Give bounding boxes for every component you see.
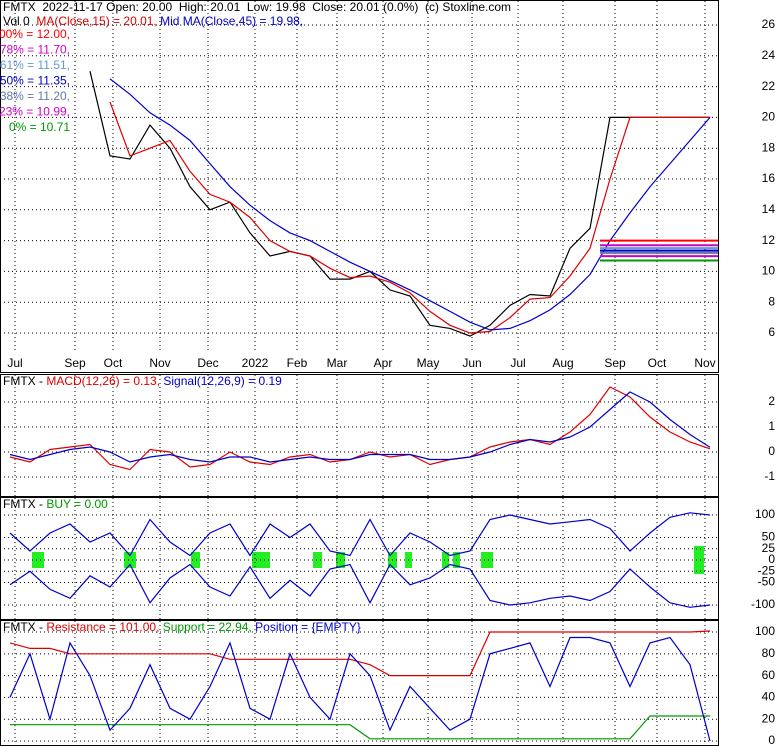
- y-tick-label: 0: [768, 552, 775, 566]
- header-part: Resistance = 101.00,: [46, 620, 159, 634]
- series-line: [9, 636, 711, 742]
- header-part: BUY = 0.00: [46, 497, 108, 511]
- x-tick-label: Jun: [462, 356, 481, 370]
- panel-frame: [0, 374, 719, 497]
- series-line: [109, 101, 710, 334]
- panel-header: FMTX - BUY = 0.00: [3, 497, 108, 511]
- header-part: Vol 0: [3, 14, 36, 28]
- x-tick-label: Sep: [604, 356, 626, 370]
- y-tick-label: 26: [762, 17, 776, 31]
- y-tick-label: 2: [768, 394, 775, 408]
- header-part: MA(Close,15) = 20.01,: [36, 14, 156, 28]
- fib-label: 50% = 11.35,: [0, 74, 70, 88]
- y-tick-label: 14: [762, 202, 776, 216]
- y-tick-label: -100: [751, 597, 775, 611]
- x-tick-label: Jul: [510, 356, 525, 370]
- y-tick-label: 1: [768, 419, 775, 433]
- header-part: FMTX 2022-11-17 Open: 20.00 High: 20.01 …: [3, 0, 511, 14]
- fib-label: 78% = 11.70,: [0, 43, 70, 57]
- buy-signal: [481, 552, 493, 568]
- y-tick-label: 100: [755, 507, 775, 521]
- series-line: [10, 715, 710, 740]
- buy-signal: [442, 552, 449, 568]
- series-line: [9, 563, 711, 608]
- y-tick-label: 8: [768, 294, 775, 308]
- header-part: FMTX -: [3, 497, 46, 511]
- y-tick-label: 40: [762, 690, 776, 704]
- header-part: Signal(12,26,9) = 0.19: [160, 374, 282, 388]
- y-tick-label: -50: [758, 575, 776, 589]
- y-tick-label: 12: [762, 233, 776, 247]
- y-tick-label: 22: [762, 79, 776, 93]
- y-tick-label: 18: [762, 140, 776, 154]
- x-tick-label: Feb: [287, 356, 308, 370]
- y-tick-label: -1: [764, 469, 775, 483]
- buy-signal: [694, 546, 704, 574]
- x-tick-label: Nov: [694, 356, 715, 370]
- x-tick-label: Oct: [104, 356, 123, 370]
- header-part: MACD(12,26) = 0.13,: [46, 374, 160, 388]
- fib-label: 100% = 12.00,: [0, 27, 70, 41]
- header-part: FMTX -: [3, 374, 46, 388]
- buy-signal: [313, 552, 322, 568]
- fib-label: 23% = 10.99,: [0, 105, 70, 119]
- y-tick-label: 20: [762, 711, 776, 725]
- x-tick-label: 2022: [242, 356, 269, 370]
- fib-label: 38% = 11.20,: [0, 89, 70, 103]
- x-tick-label: Apr: [374, 356, 393, 370]
- x-tick-label: Aug: [552, 356, 573, 370]
- panel-frame: [0, 0, 719, 373]
- header-part: Position = {EMPTY}: [252, 620, 361, 634]
- y-tick-label: 0: [768, 444, 775, 458]
- y-tick-label: 0: [768, 733, 775, 746]
- x-tick-label: Dec: [197, 356, 218, 370]
- header-part: Mid MA(Close,45) = 19.98,: [157, 14, 303, 28]
- panel-header: FMTX - MACD(12,26) = 0.13, Signal(12,26,…: [3, 374, 282, 388]
- fib-label: 0% = 10.71: [9, 120, 70, 134]
- x-tick-label: Nov: [149, 356, 170, 370]
- panel-frame: [0, 497, 719, 620]
- y-tick-label: 60: [762, 668, 776, 682]
- y-tick-label: 20: [762, 110, 776, 124]
- series-line: [9, 630, 711, 677]
- x-tick-label: Jul: [7, 356, 22, 370]
- x-tick-label: May: [417, 356, 440, 370]
- y-tick-label: 10: [762, 264, 776, 278]
- panel-header: FMTX - Resistance = 101.00, Support = 22…: [3, 620, 361, 634]
- y-tick-label: 50: [762, 530, 776, 544]
- y-tick-label: 6: [768, 325, 775, 339]
- fib-label: 61% = 11.51,: [0, 58, 70, 72]
- series-line: [9, 512, 711, 557]
- y-tick-label: 16: [762, 171, 776, 185]
- x-tick-label: Mar: [327, 356, 348, 370]
- y-tick-label: 80: [762, 646, 776, 660]
- series-line: [89, 71, 710, 337]
- y-tick-label: -25: [758, 563, 776, 577]
- y-tick-label: 24: [762, 48, 776, 62]
- y-tick-label: 100: [755, 624, 775, 638]
- header-part: Support = 22.94,: [159, 620, 251, 634]
- buy-signal: [191, 552, 200, 568]
- y-tick-label: 25: [762, 541, 776, 555]
- buy-signal: [32, 552, 44, 568]
- panel-header: Vol 0 MA(Close,15) = 20.01, Mid MA(Close…: [3, 14, 303, 28]
- buy-signal: [124, 552, 136, 568]
- series-line: [9, 386, 711, 471]
- x-tick-label: Oct: [648, 356, 667, 370]
- series-line: [9, 391, 711, 463]
- x-tick-label: Sep: [64, 356, 86, 370]
- header-part: FMTX -: [3, 620, 46, 634]
- panel-header: FMTX 2022-11-17 Open: 20.00 High: 20.01 …: [3, 0, 511, 14]
